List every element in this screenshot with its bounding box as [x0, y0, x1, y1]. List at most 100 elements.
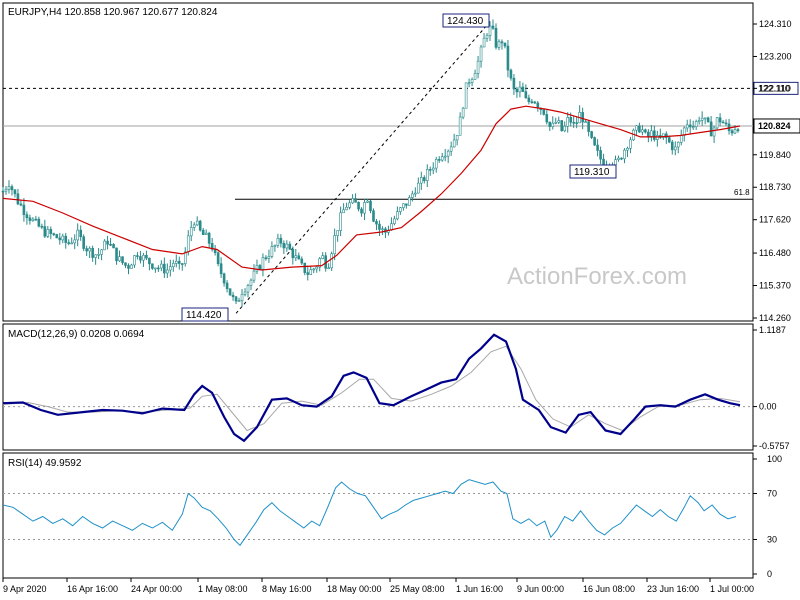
annotation-label: 124.430: [447, 16, 484, 27]
candle-body: [647, 131, 650, 137]
candle-body: [473, 73, 477, 80]
candle-body: [363, 202, 366, 214]
candle-body: [724, 122, 728, 125]
candle-body: [638, 125, 641, 133]
candle-body: [4, 188, 8, 192]
candle-body: [88, 247, 91, 252]
candle-body: [43, 226, 47, 237]
candle-body: [449, 146, 453, 152]
candle-body: [177, 260, 181, 264]
candle-body: [186, 235, 190, 253]
candle-body: [243, 291, 247, 295]
candle-body: [497, 41, 501, 48]
candle-body: [19, 203, 23, 206]
candle-body: [437, 159, 441, 161]
candle-body: [730, 130, 734, 134]
candle-body: [500, 41, 504, 44]
candle-body: [34, 218, 38, 221]
candle-body: [94, 254, 97, 258]
candle-body: [282, 242, 286, 249]
candle-body: [650, 130, 653, 137]
candle-body: [709, 121, 713, 137]
candle-body: [679, 135, 683, 143]
candle-body: [542, 109, 546, 115]
candle-body: [37, 218, 41, 227]
rsi-y-axis: 100 70 30 0: [753, 454, 782, 579]
candle-body: [145, 254, 148, 259]
candle-body: [703, 117, 707, 120]
candle-body: [351, 198, 354, 204]
candle-body: [237, 300, 241, 302]
price-panel-frame: [2, 2, 754, 322]
candle-body: [587, 121, 590, 132]
macd-y-tick-label: -0.5757: [759, 441, 790, 451]
candle-body: [255, 265, 259, 272]
candle-body: [715, 117, 719, 129]
candle-body: [198, 220, 202, 231]
candle-body: [563, 125, 567, 132]
candle-body: [246, 285, 250, 293]
candle-body: [321, 255, 324, 259]
candle-body: [515, 88, 519, 93]
candle-body: [31, 218, 35, 221]
candle-body: [545, 114, 549, 123]
candle-body: [339, 212, 342, 231]
x-tick-label: 1 May 08:00: [198, 584, 248, 594]
candle-body: [192, 224, 196, 228]
candle-body: [115, 247, 118, 262]
candle-body: [70, 242, 74, 245]
macd-line: [2, 333, 741, 443]
rsi-y-tick-label: 0: [767, 569, 772, 579]
current-price-label: 120.824: [758, 121, 791, 131]
candle-body: [635, 125, 638, 131]
candle-body: [49, 229, 53, 234]
candle-body: [258, 265, 262, 270]
candle-body: [139, 256, 142, 261]
candle-body: [518, 86, 522, 93]
candle-body: [55, 234, 59, 239]
candle-body: [431, 167, 435, 171]
candle-body: [219, 263, 223, 275]
candle-body: [422, 177, 426, 181]
candle-body: [399, 207, 402, 212]
candle-body: [112, 244, 115, 249]
price-y-tick-label: 116.480: [759, 248, 791, 258]
rsi-y-tick-label: 70: [767, 489, 777, 499]
candle-body: [425, 169, 429, 181]
x-tick-label: 23 Jun 16:00: [647, 584, 699, 594]
candle-body: [440, 156, 444, 161]
candle-body: [22, 204, 26, 215]
candle-body: [234, 296, 238, 302]
candle-body: [46, 229, 50, 237]
candle-body: [694, 121, 698, 127]
macd-panel-frame: [2, 323, 754, 451]
candle-body: [61, 235, 65, 241]
candle-body: [76, 229, 79, 241]
candle-body: [512, 77, 516, 90]
candle-body: [503, 42, 507, 47]
price-candles: [1, 19, 740, 307]
price-trendline: [235, 20, 492, 314]
candle-body: [252, 270, 256, 281]
x-axis: 9 Apr 2020 16 Apr 16:00 24 Apr 00:00 1 May …: [2, 578, 754, 594]
candle-body: [195, 220, 199, 226]
candle-body: [366, 200, 369, 203]
candle-body: [342, 209, 345, 214]
candle-body: [509, 69, 513, 79]
candle-body: [291, 248, 295, 259]
candle-body: [348, 202, 351, 208]
candle-body: [189, 227, 193, 237]
candle-body: [569, 117, 572, 123]
candle-body: [58, 237, 62, 241]
candle-body: [330, 253, 333, 269]
candle-body: [530, 101, 534, 103]
candle-body: [476, 60, 480, 74]
candle-body: [13, 189, 17, 195]
annotation-label: 114.420: [186, 310, 222, 321]
candle-body: [667, 137, 671, 143]
candle-body: [333, 235, 336, 255]
candle-body: [733, 129, 737, 134]
candle-body: [136, 255, 139, 257]
price-horizontal-lines: 122.110 120.824 61.8: [3, 81, 800, 200]
candle-body: [261, 257, 265, 270]
